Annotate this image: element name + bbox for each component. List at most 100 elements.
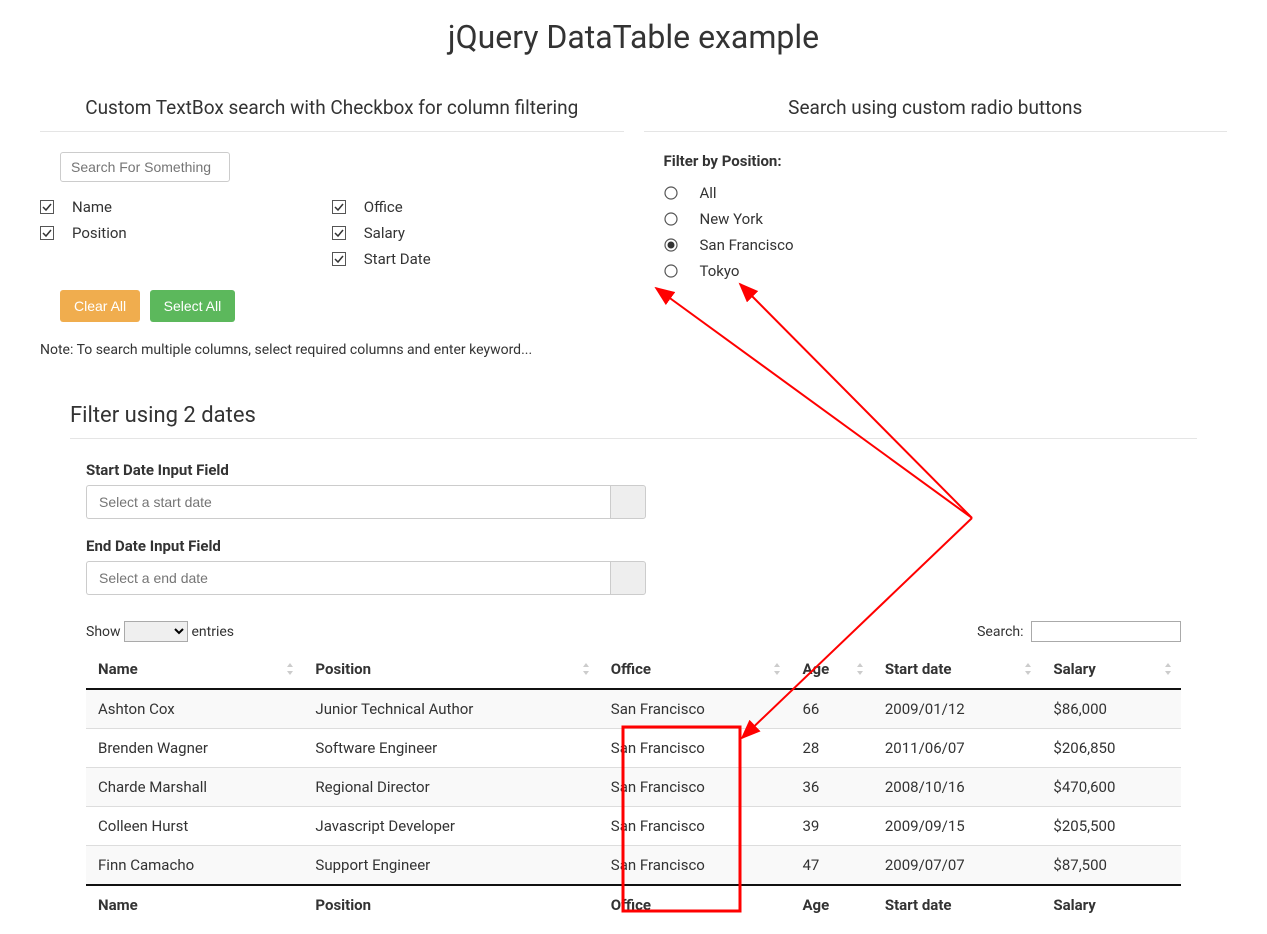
radio-row[interactable]: Tokyo [664,258,1228,284]
checkbox-icon[interactable] [40,200,54,214]
table-cell: 47 [790,846,872,886]
table-cell: 2009/09/15 [873,807,1042,846]
checkbox-label: Start Date [364,250,431,268]
table-cell: 36 [790,768,872,807]
table-row: Ashton CoxJunior Technical AuthorSan Fra… [86,689,1181,729]
footer-header: Start date [873,885,1042,924]
start-date-input[interactable] [86,485,610,519]
end-date-label: End Date Input Field [86,537,646,555]
table-search: Search: [977,621,1181,642]
table-cell: 39 [790,807,872,846]
radio-row[interactable]: San Francisco [664,232,1228,258]
table-search-input[interactable] [1031,621,1181,642]
search-input[interactable] [60,152,230,182]
checkbox-label: Office [364,198,403,216]
checkbox-row[interactable]: Start Date [332,246,624,272]
table-cell: 28 [790,729,872,768]
checkbox-icon[interactable] [40,226,54,240]
start-date-addon[interactable] [610,485,646,519]
table-cell: Javascript Developer [303,807,598,846]
table-cell: 2009/07/07 [873,846,1042,886]
right-panel-title: Search using custom radio buttons [644,96,1228,119]
checkbox-label: Position [72,224,127,242]
radio-icon[interactable] [664,264,678,278]
table-row: Charde MarshallRegional DirectorSan Fran… [86,768,1181,807]
radio-row[interactable]: All [664,180,1228,206]
dates-section-title: Filter using 2 dates [70,403,1197,428]
note-text: Note: To search multiple columns, select… [40,342,624,358]
divider [40,131,624,132]
sort-icon[interactable] [581,662,591,676]
table-cell: $87,500 [1041,846,1181,886]
table-cell: Brenden Wagner [86,729,303,768]
table-cell: Finn Camacho [86,846,303,886]
footer-header: Age [790,885,872,924]
end-date-addon[interactable] [610,561,646,595]
table-cell: San Francisco [599,846,791,886]
sort-icon[interactable] [772,662,782,676]
checkbox-icon[interactable] [332,252,346,266]
dates-section: Filter using 2 dates Start Date Input Fi… [40,403,1227,924]
checkbox-icon[interactable] [332,200,346,214]
column-header[interactable]: Name [86,650,303,689]
show-label-post: entries [192,624,235,640]
column-header[interactable]: Start date [873,650,1042,689]
column-header[interactable]: Position [303,650,598,689]
table-cell: Support Engineer [303,846,598,886]
table-cell: Charde Marshall [86,768,303,807]
left-panel: Custom TextBox search with Checkbox for … [40,96,624,358]
checkbox-row[interactable]: Name [40,194,332,220]
column-header[interactable]: Age [790,650,872,689]
sort-icon[interactable] [855,662,865,676]
table-cell: Regional Director [303,768,598,807]
footer-header: Name [86,885,303,924]
page-title: jQuery DataTable example [40,18,1227,56]
table-cell: 2008/10/16 [873,768,1042,807]
left-panel-title: Custom TextBox search with Checkbox for … [40,96,624,119]
start-date-label: Start Date Input Field [86,461,646,479]
table-cell: 2009/01/12 [873,689,1042,729]
radio-row[interactable]: New York [664,206,1228,232]
table-row: Colleen HurstJavascript DeveloperSan Fra… [86,807,1181,846]
table-cell: $470,600 [1041,768,1181,807]
table-cell: $206,850 [1041,729,1181,768]
table-cell: San Francisco [599,689,791,729]
table-cell: $205,500 [1041,807,1181,846]
checkbox-row[interactable]: Office [332,194,624,220]
sort-icon[interactable] [1023,662,1033,676]
sort-icon[interactable] [285,662,295,676]
table-row: Finn CamachoSupport EngineerSan Francisc… [86,846,1181,886]
filter-by-position-label: Filter by Position: [664,152,1228,170]
show-label-pre: Show [86,624,121,640]
data-table: Name Position Office Age Start date Sala… [86,650,1181,924]
radio-label: Tokyo [700,262,740,280]
show-entries: Show entries [86,621,234,642]
checkbox-row[interactable]: Salary [332,220,624,246]
table-row: Brenden WagnerSoftware EngineerSan Franc… [86,729,1181,768]
table-cell: 66 [790,689,872,729]
table-cell: Ashton Cox [86,689,303,729]
divider [644,131,1228,132]
column-header[interactable]: Salary [1041,650,1181,689]
radio-label: San Francisco [700,236,794,254]
divider [70,438,1197,439]
clear-all-button[interactable]: Clear All [60,290,140,322]
radio-icon[interactable] [664,186,678,200]
checkbox-icon[interactable] [332,226,346,240]
column-header[interactable]: Office [599,650,791,689]
checkbox-label: Salary [364,224,405,242]
checkbox-label: Name [72,198,112,216]
table-cell: San Francisco [599,807,791,846]
table-cell: Software Engineer [303,729,598,768]
table-cell: $86,000 [1041,689,1181,729]
table-cell: San Francisco [599,729,791,768]
select-all-button[interactable]: Select All [150,290,236,322]
radio-icon[interactable] [664,238,678,252]
sort-icon[interactable] [1163,662,1173,676]
checkbox-row[interactable]: Position [40,220,332,246]
entries-select[interactable] [124,621,188,642]
table-cell: 2011/06/07 [873,729,1042,768]
radio-label: New York [700,210,763,228]
radio-icon[interactable] [664,212,678,226]
end-date-input[interactable] [86,561,610,595]
